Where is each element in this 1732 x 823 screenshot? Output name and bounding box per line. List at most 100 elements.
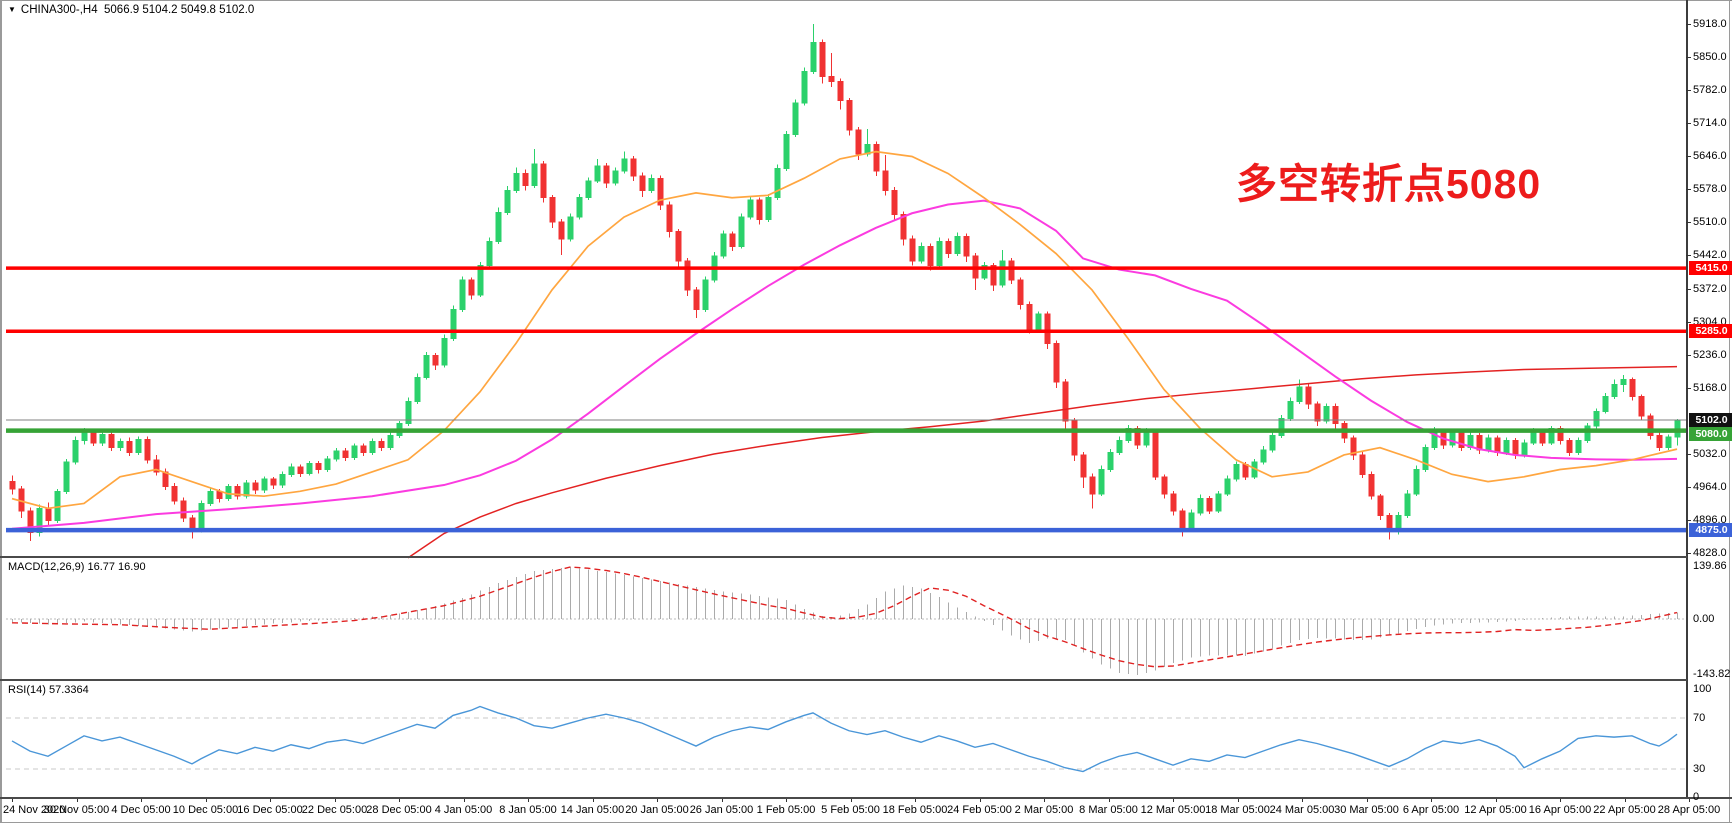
price-tick-label: 4828.0 xyxy=(1693,546,1727,559)
date-tick-mark xyxy=(1044,799,1045,802)
date-label: 18 Feb 05:00 xyxy=(882,804,948,816)
date-tick-mark xyxy=(399,799,400,802)
ma-red-line xyxy=(407,365,1678,559)
price-tick-label: 5918.0 xyxy=(1693,18,1727,30)
date-tick-mark xyxy=(850,799,852,802)
date-label: 22 Dec 05:00 xyxy=(301,804,368,816)
price-tick-mark xyxy=(1686,189,1691,190)
price-tick-mark xyxy=(1686,453,1691,455)
date-tick-mark xyxy=(915,799,916,802)
rsi-line xyxy=(11,705,1678,773)
date-tick-mark xyxy=(1237,799,1239,802)
date-label: 2 Mar 05:00 xyxy=(1014,804,1074,816)
price-tick-mark xyxy=(1686,486,1691,488)
price-tick-label: 5236.0 xyxy=(1693,348,1727,361)
date-label: 8 Mar 05:00 xyxy=(1079,804,1138,816)
date-label: 1 Feb 05:00 xyxy=(756,804,816,816)
price-tick-label: 5714.0 xyxy=(1693,117,1727,129)
rsi-tick-label: 30 xyxy=(1693,763,1706,775)
price-axis-border xyxy=(1686,0,1688,799)
macd-indicator-label: MACD(12,26,9) 16.77 16.90 xyxy=(8,561,146,573)
chart-title: ▼ CHINA300-,H4 5066.9 5104.2 5049.8 5102.… xyxy=(8,3,254,17)
date-label: 16 Apr 05:00 xyxy=(1528,804,1592,816)
date-tick-mark xyxy=(12,799,13,802)
resistance-badge-5285: 5285.0 xyxy=(1689,324,1732,339)
date-label: 24 Feb 05:00 xyxy=(947,804,1012,816)
window-right-border xyxy=(1729,0,1730,823)
time-axis-border xyxy=(0,797,1732,799)
date-label: 16 Dec 05:00 xyxy=(237,804,303,816)
price-tick-mark xyxy=(1686,387,1691,389)
date-label: 28 Apr 05:00 xyxy=(1657,804,1721,816)
date-tick-mark xyxy=(979,799,981,802)
price-tick-mark xyxy=(1686,255,1691,256)
date-tick-mark xyxy=(721,799,723,802)
date-tick-mark xyxy=(786,799,787,802)
date-tick-mark xyxy=(1495,799,1497,802)
date-label: 12 Mar 05:00 xyxy=(1140,804,1206,816)
symbol-dropdown-icon[interactable]: ▼ xyxy=(8,5,16,14)
date-label: 6 Apr 05:00 xyxy=(1402,804,1460,816)
rsi-tick-label: 0 xyxy=(1693,791,1700,803)
date-tick-mark xyxy=(1366,799,1368,802)
date-label: 22 Apr 05:00 xyxy=(1593,804,1656,816)
date-tick-mark xyxy=(334,799,336,802)
panel-divider-macd[interactable] xyxy=(0,556,1687,558)
price-tick-mark xyxy=(1686,321,1691,323)
date-tick-mark xyxy=(528,799,529,802)
price-tick-mark xyxy=(1686,123,1691,124)
ohlc-values: 5066.9 5104.2 5049.8 5102.0 xyxy=(104,4,255,16)
price-tick-mark xyxy=(1686,156,1691,157)
date-label: 30 Mar 05:00 xyxy=(1334,804,1399,816)
date-tick-mark xyxy=(205,799,207,802)
date-tick-mark xyxy=(1431,799,1432,802)
price-tick-label: 5782.0 xyxy=(1693,84,1727,96)
date-label: 5 Feb 05:00 xyxy=(821,804,880,816)
price-tick-label: 5442.0 xyxy=(1693,249,1727,261)
price-tick-mark xyxy=(1686,552,1691,554)
price-tick-label: 5850.0 xyxy=(1693,51,1727,63)
date-label: 4 Jan 05:00 xyxy=(434,804,493,816)
price-tick-label: 5646.0 xyxy=(1693,150,1727,162)
macd-signal-line xyxy=(11,566,1678,668)
price-tick-mark xyxy=(1686,222,1691,223)
price-tick-label: 5578.0 xyxy=(1693,183,1727,195)
date-tick-mark xyxy=(463,799,465,802)
date-tick-mark xyxy=(1302,799,1303,802)
price-tick-mark xyxy=(1686,519,1691,521)
price-tick-mark xyxy=(1686,288,1691,290)
macd-histogram xyxy=(12,567,1678,676)
date-tick-mark xyxy=(657,799,658,802)
rsi-tick-label: 70 xyxy=(1693,712,1706,724)
price-tick-mark xyxy=(1686,24,1691,25)
resistance-badge-5415: 5415.0 xyxy=(1689,261,1732,276)
date-tick-mark xyxy=(1689,799,1690,802)
date-tick-mark xyxy=(592,799,594,802)
date-label: 26 Jan 05:00 xyxy=(689,804,754,816)
date-tick-mark xyxy=(76,799,78,802)
macd-tick-label: 139.86 xyxy=(1693,560,1727,572)
price-tick-mark xyxy=(1686,354,1691,356)
price-tick-mark xyxy=(1686,90,1691,91)
annotation-text: 多空转折点5080 xyxy=(1236,161,1542,207)
price-tick-label: 4964.0 xyxy=(1693,480,1727,493)
current-price-badge: 5102.0 xyxy=(1689,413,1732,427)
date-tick-mark xyxy=(1108,799,1110,802)
date-label: 18 Mar 05:00 xyxy=(1205,804,1270,816)
window-top-border xyxy=(0,0,1732,1)
rsi-tick-label: 100 xyxy=(1693,683,1712,695)
date-label: 24 Mar 05:00 xyxy=(1269,804,1335,816)
macd-tick-label: 0.00 xyxy=(1693,613,1715,625)
price-tick-label: 5168.0 xyxy=(1693,381,1727,394)
candles xyxy=(9,24,1681,541)
date-tick-mark xyxy=(270,799,271,802)
date-label: 20 Jan 05:00 xyxy=(625,804,689,816)
price-tick-label: 5510.0 xyxy=(1693,216,1727,228)
macd-tick-label: -143.82 xyxy=(1693,668,1731,680)
date-tick-mark xyxy=(141,799,142,802)
price-tick-label: 4896.0 xyxy=(1693,513,1727,526)
panel-divider-rsi[interactable] xyxy=(0,679,1687,681)
date-label: 10 Dec 05:00 xyxy=(172,804,239,816)
